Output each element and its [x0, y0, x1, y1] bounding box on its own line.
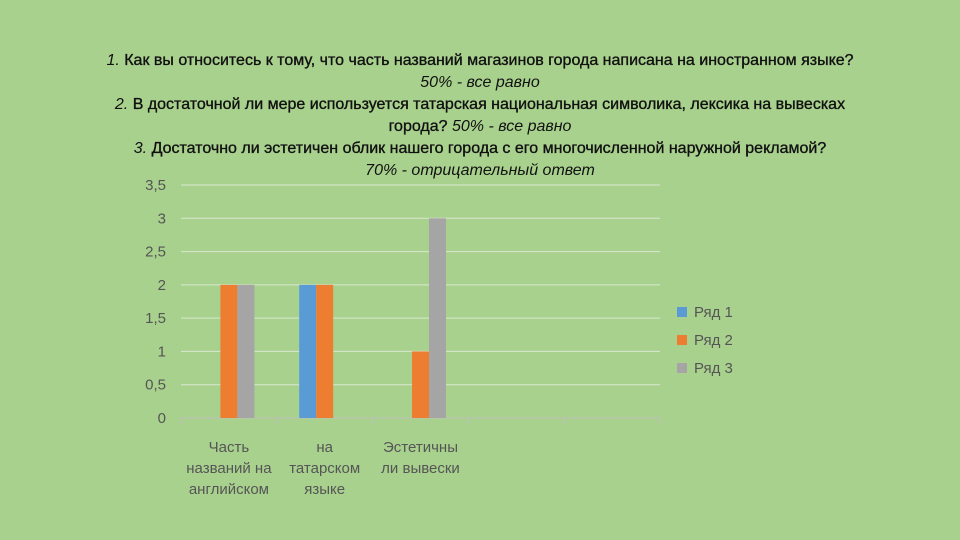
question-2-text-line2: города?	[388, 118, 448, 135]
legend-swatch	[677, 307, 687, 317]
y-tick-label: 0,5	[145, 377, 166, 394]
x-category-label: Часть	[209, 439, 250, 456]
question-1-text: Как вы относитесь к тому, что часть назв…	[124, 52, 854, 69]
question-1: 1. Как вы относитесь к тому, что часть н…	[0, 50, 960, 72]
x-category-label: татарском	[289, 460, 360, 477]
question-3-number: 3.	[133, 140, 148, 157]
x-category-label: английском	[189, 481, 269, 498]
y-tick-label: 2	[158, 277, 166, 294]
question-1-number: 1.	[106, 52, 120, 69]
legend-swatch	[677, 363, 687, 373]
y-tick-label: 3	[158, 210, 166, 227]
question-3-text: Достаточно ли эстетичен облик нашего гор…	[151, 140, 827, 157]
x-category-label: названий на	[186, 460, 272, 477]
y-tick-label: 0	[158, 410, 166, 427]
question-1-answer: 50% - все равно	[420, 74, 540, 91]
question-2-text-line1: В достаточной ли мере используется татар…	[132, 96, 846, 113]
legend-label: Ряд 2	[694, 332, 733, 349]
legend-label: Ряд 3	[694, 360, 733, 377]
bar	[237, 284, 255, 418]
question-2: 2. В достаточной ли мере используется та…	[0, 94, 960, 116]
question-2-answer: 50% - все равно	[451, 118, 572, 135]
y-tick-label: 3,5	[145, 177, 166, 194]
questions-text: 1. Как вы относитесь к тому, что часть н…	[0, 50, 960, 182]
bar	[429, 218, 446, 418]
question-2-cont: города? 50% - все равно	[0, 116, 960, 138]
y-tick-label: 1	[158, 343, 166, 360]
bar	[316, 284, 334, 418]
x-category-label: языке	[304, 481, 345, 498]
question-2-number: 2.	[114, 96, 129, 113]
x-category-label: Эстетичны	[383, 439, 458, 456]
question-3: 3. Достаточно ли эстетичен облик нашего …	[0, 138, 960, 160]
x-category-label: на	[316, 439, 333, 456]
y-tick-label: 1,5	[145, 310, 166, 327]
bar	[299, 284, 317, 418]
legend-label: Ряд 1	[694, 304, 733, 321]
bar	[412, 351, 429, 418]
y-tick-label: 2,5	[145, 244, 166, 261]
x-category-label: ли вывески	[381, 460, 460, 477]
question-3-answer: 70% - отрицательный ответ	[365, 162, 595, 179]
legend-swatch	[677, 335, 687, 345]
bar	[220, 284, 238, 418]
